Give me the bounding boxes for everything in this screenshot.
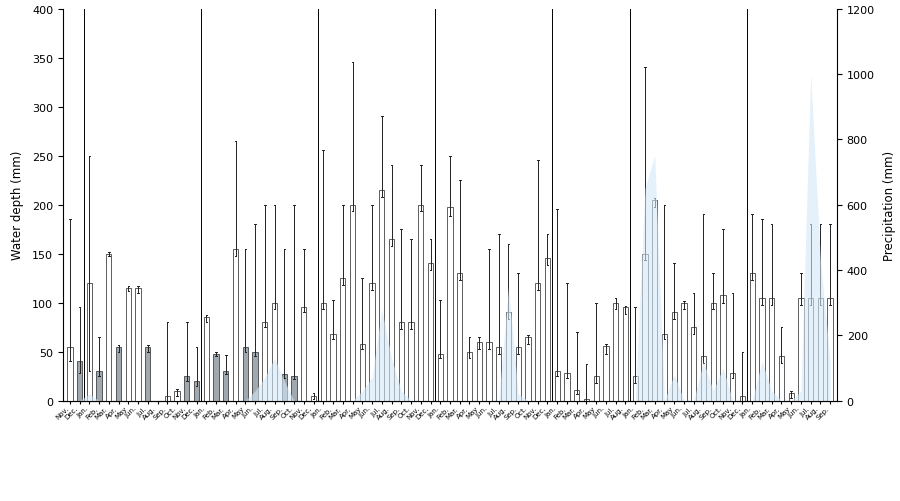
- Bar: [564, 373, 570, 401]
- Bar: [788, 393, 794, 401]
- Bar: [223, 371, 229, 401]
- Y-axis label: Water depth (mm): Water depth (mm): [11, 151, 23, 260]
- Bar: [233, 249, 238, 401]
- Bar: [652, 200, 657, 401]
- Bar: [467, 352, 472, 401]
- Bar: [720, 295, 725, 401]
- Bar: [554, 371, 560, 401]
- Bar: [593, 376, 598, 401]
- Bar: [643, 254, 648, 401]
- Bar: [126, 288, 131, 401]
- Bar: [399, 323, 404, 401]
- Bar: [827, 298, 832, 401]
- Bar: [691, 328, 697, 401]
- Bar: [623, 308, 628, 401]
- Bar: [477, 342, 482, 401]
- Bar: [818, 298, 824, 401]
- Bar: [447, 207, 453, 401]
- Bar: [437, 354, 443, 401]
- Bar: [262, 323, 267, 401]
- Bar: [175, 391, 180, 401]
- Bar: [428, 264, 433, 401]
- Bar: [544, 259, 550, 401]
- Bar: [730, 373, 735, 401]
- Bar: [662, 334, 667, 401]
- Bar: [379, 190, 384, 401]
- Bar: [135, 288, 140, 401]
- Bar: [369, 284, 374, 401]
- Bar: [681, 303, 687, 401]
- Bar: [486, 342, 491, 401]
- Bar: [496, 347, 501, 401]
- Bar: [574, 390, 580, 401]
- Bar: [320, 303, 326, 401]
- Bar: [310, 396, 316, 401]
- Bar: [282, 374, 287, 401]
- Bar: [760, 298, 765, 401]
- Bar: [203, 318, 209, 401]
- Bar: [506, 313, 511, 401]
- Bar: [808, 298, 814, 401]
- Bar: [272, 303, 277, 401]
- Bar: [330, 334, 336, 401]
- Bar: [86, 284, 92, 401]
- Bar: [106, 254, 112, 401]
- Y-axis label: Precipitation (mm): Precipitation (mm): [883, 150, 896, 260]
- Bar: [798, 298, 804, 401]
- Bar: [389, 239, 394, 401]
- Bar: [409, 323, 414, 401]
- Bar: [769, 298, 774, 401]
- Bar: [302, 308, 307, 401]
- Bar: [701, 357, 706, 401]
- Bar: [96, 371, 102, 401]
- Bar: [350, 205, 356, 401]
- Bar: [584, 399, 590, 401]
- Bar: [213, 354, 219, 401]
- Bar: [740, 396, 745, 401]
- Bar: [165, 396, 170, 401]
- Bar: [184, 376, 190, 401]
- Bar: [68, 347, 73, 401]
- Bar: [526, 337, 531, 401]
- Bar: [252, 352, 257, 401]
- Bar: [418, 205, 423, 401]
- Bar: [750, 274, 755, 401]
- Bar: [340, 279, 346, 401]
- Bar: [76, 362, 82, 401]
- Bar: [116, 347, 122, 401]
- Bar: [516, 347, 521, 401]
- Bar: [292, 376, 297, 401]
- Bar: [671, 313, 677, 401]
- Bar: [457, 274, 463, 401]
- Bar: [145, 347, 150, 401]
- Bar: [613, 303, 618, 401]
- Bar: [603, 346, 608, 401]
- Bar: [243, 347, 248, 401]
- Bar: [194, 381, 199, 401]
- Bar: [633, 376, 638, 401]
- Bar: [710, 303, 716, 401]
- Bar: [536, 284, 540, 401]
- Bar: [360, 344, 364, 401]
- Bar: [778, 357, 784, 401]
